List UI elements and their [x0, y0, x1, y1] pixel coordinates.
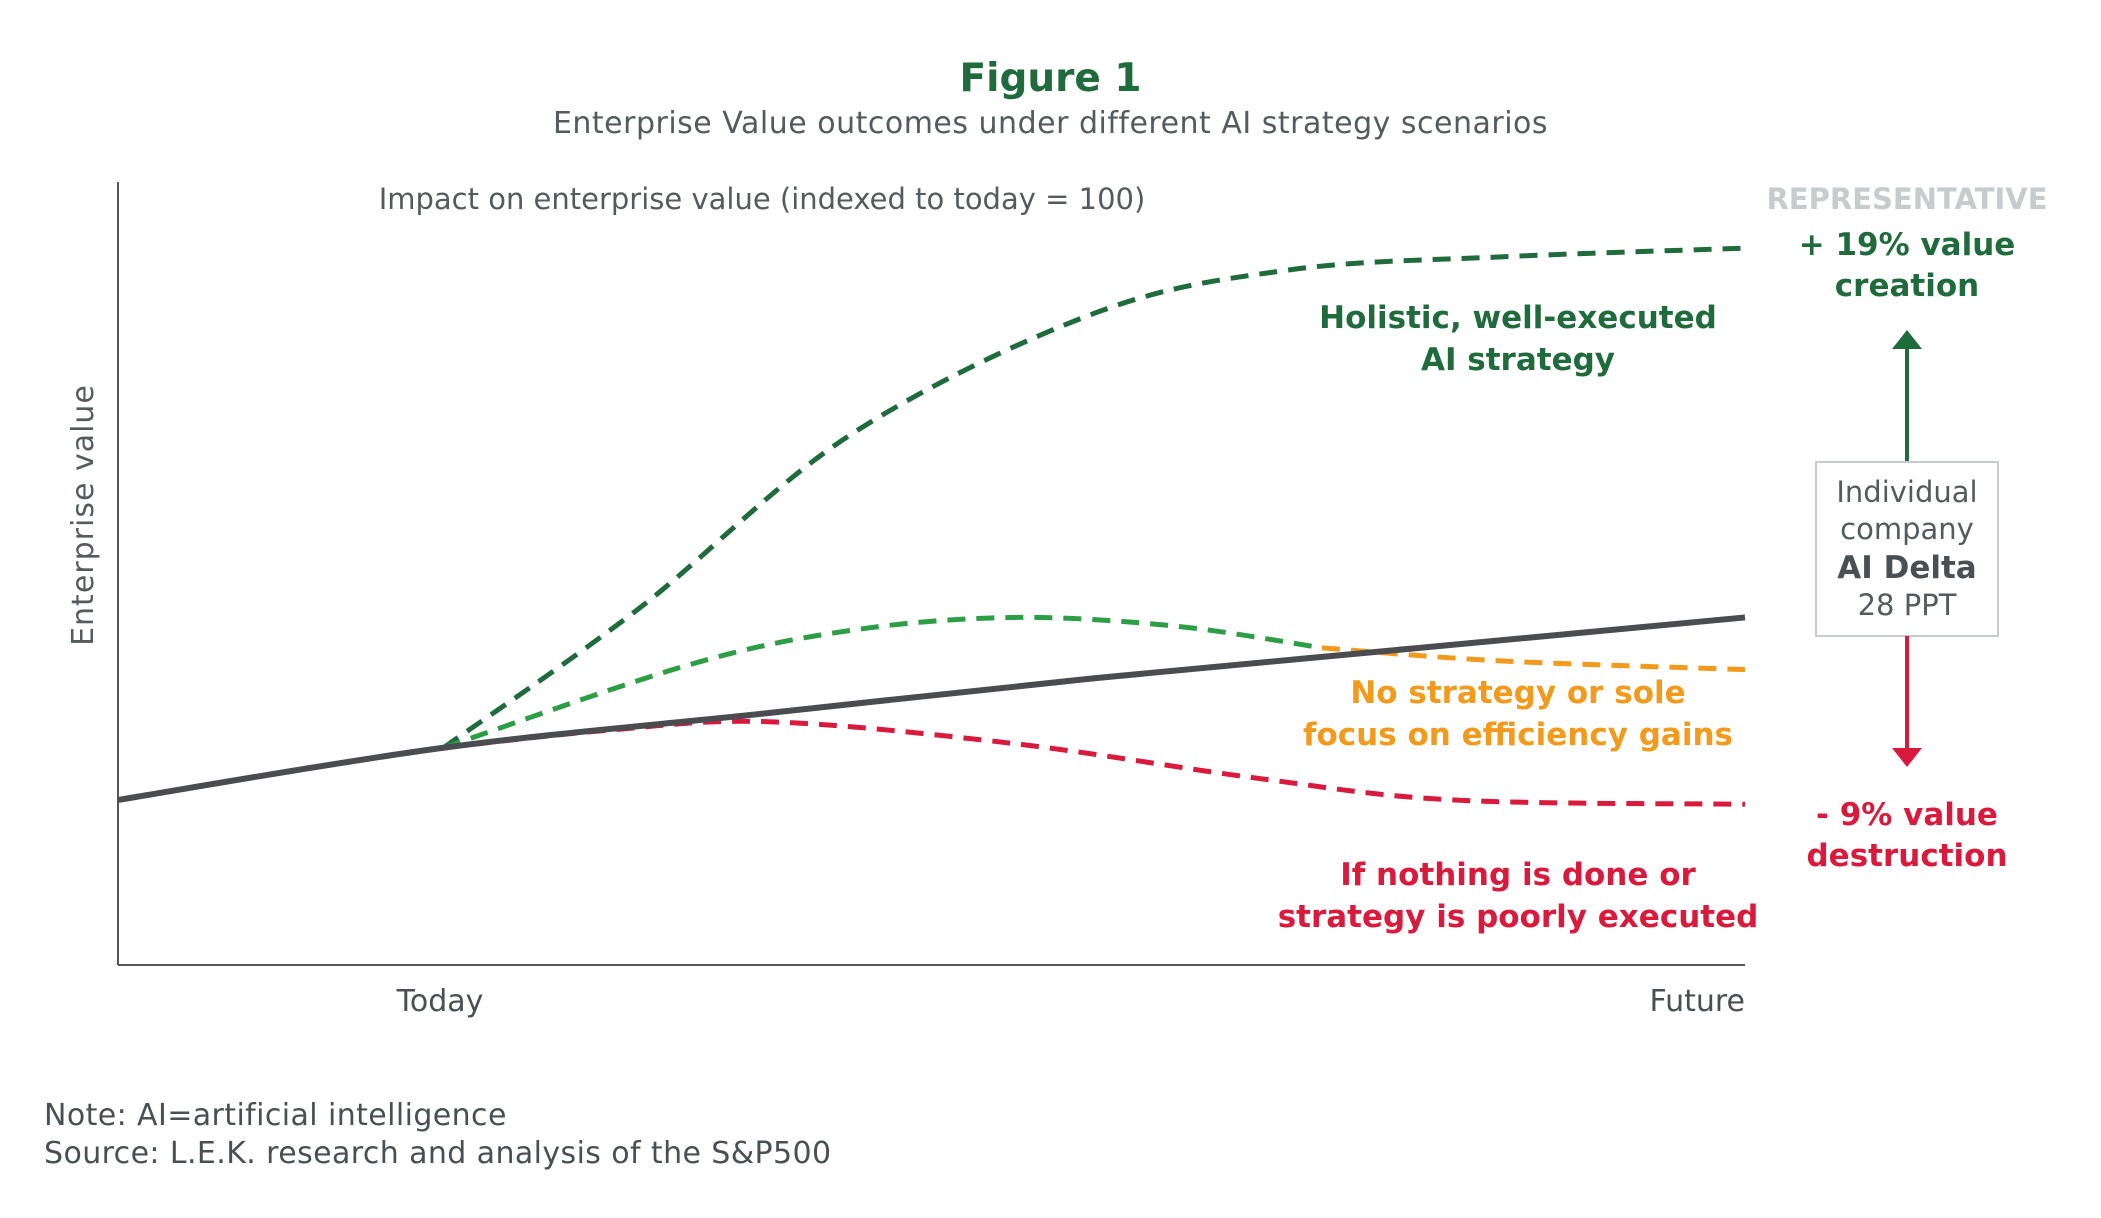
- ai-delta-value: 28 PPT: [1858, 588, 1957, 622]
- value-destruction-line1: - 9% value: [1816, 797, 1998, 833]
- ai-delta-label: AI Delta: [1837, 550, 1976, 586]
- series-line-early: [442, 614, 1323, 751]
- figure-subtitle: Enterprise Value outcomes under differen…: [552, 106, 1549, 141]
- ai-delta-label-individual: Individual: [1836, 475, 1977, 509]
- series-line-holistic: [441, 245, 1746, 750]
- annotation-nothing-line1: If nothing is done or: [1340, 857, 1696, 893]
- annotation-no-strategy-line1: No strategy or sole: [1350, 675, 1685, 711]
- footnote-note: Note: AI=artificial intelligence: [44, 1098, 507, 1133]
- series-line-baseline: [117, 614, 1746, 803]
- y-axis-label: Enterprise value: [66, 384, 101, 646]
- down-arrow-icon: [1892, 748, 1922, 767]
- annotation-holistic-line2: AI strategy: [1421, 342, 1615, 378]
- up-arrow-icon: [1892, 330, 1922, 349]
- value-creation-line2: creation: [1835, 268, 1979, 304]
- figure-title: Figure 1: [959, 56, 1142, 101]
- x-tick-label-future: Future: [1649, 984, 1745, 1019]
- chart-title: Impact on enterprise value (indexed to t…: [379, 182, 1146, 216]
- representative-header: REPRESENTATIVE: [1766, 182, 2047, 216]
- value-creation-line1: + 19% value: [1799, 227, 2016, 263]
- annotation-holistic-line1: Holistic, well-executed: [1319, 300, 1717, 336]
- annotation-nothing-line2: strategy is poorly executed: [1278, 899, 1759, 935]
- x-tick-label-today: Today: [396, 984, 484, 1019]
- annotation-no-strategy-line2: focus on efficiency gains: [1303, 717, 1733, 753]
- ai-delta-label-company: company: [1840, 512, 1974, 546]
- value-destruction-line2: destruction: [1806, 838, 2007, 874]
- ai-delta-box: [1815, 461, 1999, 637]
- footnote-source: Source: L.E.K. research and analysis of …: [44, 1136, 832, 1171]
